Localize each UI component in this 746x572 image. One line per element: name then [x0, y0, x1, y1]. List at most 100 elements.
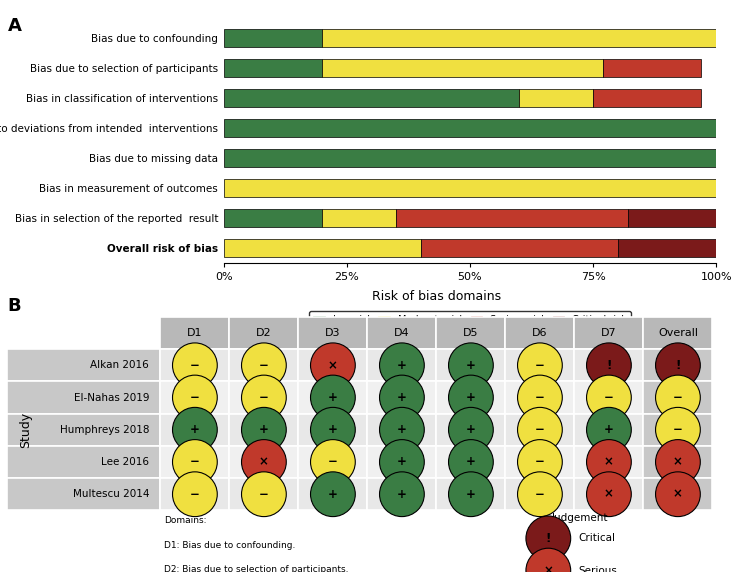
- Ellipse shape: [586, 407, 631, 452]
- Ellipse shape: [448, 375, 493, 420]
- Bar: [367, 478, 436, 510]
- Ellipse shape: [242, 407, 286, 452]
- Bar: [322, 209, 396, 227]
- Ellipse shape: [172, 343, 217, 388]
- Ellipse shape: [448, 440, 493, 484]
- Ellipse shape: [172, 407, 217, 452]
- Text: +: +: [397, 391, 407, 404]
- Ellipse shape: [586, 343, 631, 388]
- Bar: [224, 89, 519, 107]
- Ellipse shape: [518, 472, 562, 517]
- Text: −: −: [673, 391, 683, 404]
- Ellipse shape: [656, 343, 700, 388]
- Text: −: −: [190, 488, 200, 500]
- Bar: [396, 209, 627, 227]
- Ellipse shape: [586, 472, 631, 517]
- Bar: [160, 382, 230, 414]
- Ellipse shape: [310, 343, 355, 388]
- Text: A: A: [7, 17, 22, 35]
- Ellipse shape: [242, 472, 286, 517]
- Bar: [7, 382, 160, 414]
- Ellipse shape: [172, 472, 217, 517]
- Text: ×: ×: [604, 488, 614, 500]
- Text: D3: D3: [325, 328, 341, 338]
- Ellipse shape: [380, 375, 424, 420]
- Text: −: −: [190, 391, 200, 404]
- Text: Lee 2016: Lee 2016: [101, 457, 149, 467]
- Bar: [574, 414, 643, 446]
- Ellipse shape: [172, 440, 217, 484]
- Bar: [627, 209, 716, 227]
- Ellipse shape: [526, 516, 571, 561]
- Bar: [230, 317, 298, 349]
- Bar: [367, 349, 436, 382]
- Bar: [298, 382, 368, 414]
- Ellipse shape: [448, 472, 493, 517]
- Bar: [436, 382, 506, 414]
- Ellipse shape: [242, 375, 286, 420]
- Ellipse shape: [518, 440, 562, 484]
- Text: Humphreys 2018: Humphreys 2018: [60, 425, 149, 435]
- Bar: [7, 446, 160, 478]
- Bar: [367, 446, 436, 478]
- Text: −: −: [535, 455, 545, 468]
- Text: ×: ×: [673, 455, 683, 468]
- Text: El-Nahas 2019: El-Nahas 2019: [74, 392, 149, 403]
- Bar: [160, 478, 230, 510]
- Bar: [224, 29, 322, 47]
- Bar: [436, 446, 506, 478]
- Bar: [298, 414, 368, 446]
- Ellipse shape: [586, 375, 631, 420]
- Text: !: !: [606, 359, 612, 372]
- Bar: [298, 349, 368, 382]
- Bar: [574, 317, 643, 349]
- Text: Risk of bias domains: Risk of bias domains: [372, 290, 501, 303]
- Text: D1: D1: [187, 328, 203, 338]
- Text: Judgement: Judgement: [552, 513, 609, 523]
- Bar: [160, 414, 230, 446]
- Bar: [618, 239, 716, 257]
- Bar: [574, 382, 643, 414]
- Ellipse shape: [518, 343, 562, 388]
- Text: ×: ×: [543, 564, 554, 572]
- Bar: [298, 446, 368, 478]
- Text: D4: D4: [394, 328, 410, 338]
- Bar: [643, 317, 712, 349]
- Text: D2: D2: [256, 328, 272, 338]
- Bar: [160, 317, 230, 349]
- Bar: [7, 414, 160, 446]
- Text: −: −: [259, 359, 269, 372]
- Bar: [519, 89, 593, 107]
- Ellipse shape: [242, 343, 286, 388]
- Bar: [643, 446, 712, 478]
- Bar: [574, 349, 643, 382]
- Legend: Low risk, Moderate risk, Serious risk, Critical risk: Low risk, Moderate risk, Serious risk, C…: [309, 311, 631, 329]
- Text: −: −: [535, 391, 545, 404]
- Bar: [436, 478, 506, 510]
- Bar: [367, 414, 436, 446]
- Bar: [643, 414, 712, 446]
- Ellipse shape: [518, 375, 562, 420]
- Text: D2: Bias due to selection of participants.: D2: Bias due to selection of participant…: [164, 565, 348, 572]
- Text: D5: D5: [463, 328, 479, 338]
- Bar: [506, 478, 574, 510]
- Bar: [7, 478, 160, 510]
- Text: −: −: [535, 359, 545, 372]
- Bar: [421, 239, 618, 257]
- Text: −: −: [259, 391, 269, 404]
- Text: +: +: [328, 391, 338, 404]
- Ellipse shape: [586, 440, 631, 484]
- Text: Study: Study: [19, 412, 33, 448]
- Ellipse shape: [172, 375, 217, 420]
- Ellipse shape: [310, 407, 355, 452]
- Bar: [643, 382, 712, 414]
- Text: ×: ×: [328, 359, 338, 372]
- Bar: [224, 179, 716, 197]
- Text: −: −: [535, 423, 545, 436]
- Bar: [574, 446, 643, 478]
- Bar: [224, 209, 322, 227]
- Bar: [230, 349, 298, 382]
- Bar: [230, 446, 298, 478]
- Ellipse shape: [380, 472, 424, 517]
- Text: +: +: [397, 423, 407, 436]
